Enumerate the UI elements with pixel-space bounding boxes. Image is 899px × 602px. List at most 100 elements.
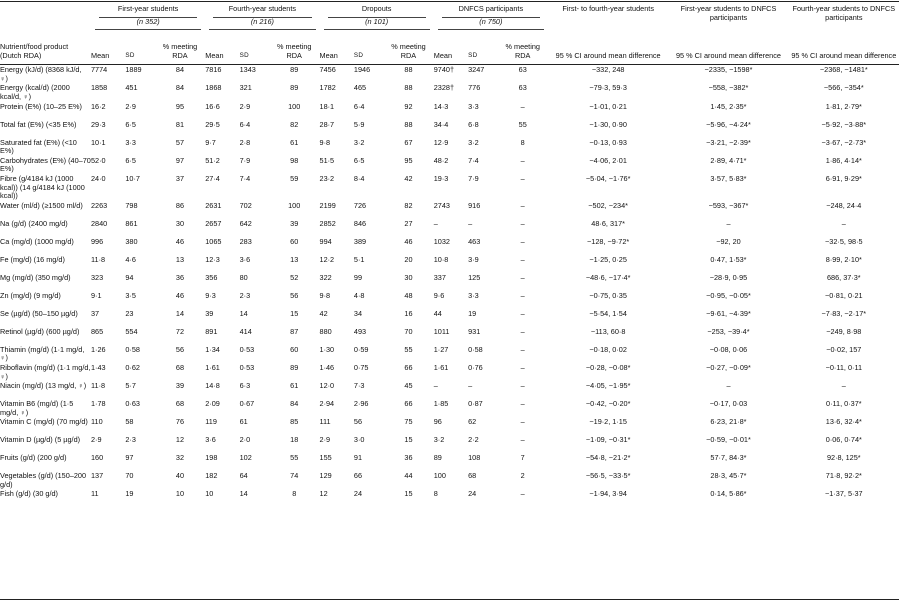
sd-cell: 62 (468, 417, 477, 427)
mean-cell: 29·3 (91, 119, 106, 129)
mean-cell: 1·61 (433, 362, 449, 372)
mean-cell: 137 (91, 471, 104, 481)
pct-cell: – (520, 362, 525, 372)
ci-cell: −253, −39·4* (707, 326, 750, 336)
ci-cell: 0·06, 0·74* (825, 435, 862, 445)
ci-cell: −9·61, −4·39* (706, 308, 751, 318)
ci-cell: 1·81, 2·79* (825, 101, 862, 111)
mean-cell: 2·09 (205, 399, 220, 409)
sd-cell: 0·87 (468, 399, 483, 409)
pct-cell: 10 (175, 489, 185, 499)
sd-cell: 19 (468, 308, 477, 318)
mean-cell: 1065 (205, 236, 222, 246)
table-row: Se (µg/d) (50–150 µg/d) 37 23 14 39 14 15 42 34 1… (0, 309, 899, 327)
pct-cell: 46 (404, 236, 413, 246)
sd-cell: 0·67 (239, 399, 255, 409)
mean-cell: 1868 (205, 83, 222, 93)
ci-cell: −0·17, 0·03 (709, 399, 748, 409)
mean-cell: 3·2 (433, 435, 445, 445)
row-label: Protein (E%) (10–25 E%) (0, 101, 82, 111)
mean-cell: 1·43 (91, 362, 106, 372)
sd-cell: 7·9 (468, 173, 479, 183)
pct-cell: 66 (404, 362, 413, 372)
mean-cell: 160 (91, 453, 104, 463)
sd-cell: 321 (239, 83, 252, 93)
mean-cell: 24·0 (91, 173, 106, 183)
mean-cell: 42 (319, 308, 328, 318)
table-row: Ca (mg/d) (1000 mg/d) 996 380 46 1065 283 60 99… (0, 237, 899, 255)
sd-cell: – (468, 381, 473, 391)
sd-heading: SD (125, 51, 135, 59)
mean-cell: 880 (319, 326, 332, 336)
sd-cell: 389 (353, 236, 367, 246)
row-label: Vegetables (g/d) (150–200 g/d) (0, 471, 87, 489)
pct-cell: 39 (290, 218, 299, 228)
ci-cell: −1·94, 3·94 (589, 489, 627, 499)
pct-cell: 95 (404, 155, 413, 165)
ci-cell: 13·6, 32·4* (825, 417, 862, 427)
mean-cell: 51·2 (205, 155, 220, 165)
ci-cell: – (841, 381, 846, 391)
row-label: Water (ml/d) (≥1500 ml/d) (0, 200, 83, 210)
mean-cell: – (433, 218, 438, 228)
pct-cell: 97 (175, 155, 185, 165)
item-heading: Nutrient/food product (Dutch RDA) (0, 42, 69, 60)
mean-cell: 29·5 (205, 119, 220, 129)
pct-cell: 68 (175, 399, 185, 409)
table-row: Niacin (mg/d) (13 mg/d, ♀) 11·8 5·7 39 14·8 6… (0, 381, 899, 399)
pct-heading: % meeting RDA (505, 42, 540, 60)
mean-cell: 182 (205, 471, 218, 481)
sd-cell: 3·5 (125, 290, 136, 300)
sd-cell: 6·3 (239, 381, 251, 391)
ci-cell: −1·25, 0·25 (589, 254, 627, 264)
ci-cell: −2335, −1598* (704, 65, 753, 75)
ci-cell: 6·91, 9·29* (825, 173, 862, 183)
row-label: Vitamin B6 (mg/d) (1·5 mg/d, ♀) (0, 399, 74, 417)
mean-cell: 28·7 (319, 119, 335, 129)
mean-cell: 1·26 (91, 344, 106, 354)
pct-cell: 66 (404, 399, 413, 409)
mean-cell: 1·78 (91, 399, 106, 409)
sd-cell: 3·6 (239, 254, 251, 264)
table-row: Fruits (g/d) (200 g/d) 160 97 32 198 102 55 155… (0, 453, 899, 471)
sd-cell: 451 (125, 83, 138, 93)
pct-cell: 72 (175, 326, 185, 336)
sd-cell: 7·9 (239, 155, 251, 165)
ci-cell: −92, 20 (716, 236, 741, 246)
pct-cell: 56 (175, 344, 185, 354)
ci-cell: −113, 60·8 (590, 326, 626, 336)
table-row: Saturated fat (E%) (<10 E%) 10·1 3·3 57 9·7 2… (0, 138, 899, 156)
sd-cell: 2·96 (353, 399, 369, 409)
mean-heading: Mean (205, 50, 224, 60)
sd-cell: 4·8 (353, 290, 365, 300)
pct-cell: 15 (404, 489, 413, 499)
sd-cell: 3·2 (468, 137, 479, 147)
pct-cell: 48 (404, 290, 413, 300)
nutrient-intake-table: First-year students (n 352) Fourth-year … (0, 2, 899, 507)
sd-cell: 2·0 (239, 435, 251, 445)
pct-cell: 88 (404, 119, 413, 129)
mean-cell: 16·6 (205, 101, 220, 111)
ci-cell: −4·05, −1·95* (585, 381, 631, 391)
sd-cell: 5·1 (353, 254, 365, 264)
ci-cell: 3·57, 5·83* (710, 173, 747, 183)
pct-heading: % meeting RDA (162, 42, 198, 60)
mean-cell: 2328† (433, 83, 455, 93)
pct-cell: 46 (175, 236, 185, 246)
pct-cell: – (520, 381, 525, 391)
sd-cell: 798 (125, 200, 138, 210)
sd-cell: 1946 (353, 65, 371, 75)
mean-cell: 3·6 (205, 435, 216, 445)
mean-cell: 9·8 (319, 290, 331, 300)
sd-cell: 97 (125, 453, 134, 463)
table-row: Riboflavin (mg/d) (1·1 mg/d, ♀) 1·43 0·62 6… (0, 363, 899, 381)
ci-cell: −0·75, 0·35 (589, 290, 627, 300)
sd-cell: 861 (125, 218, 138, 228)
row-label: Retinol (µg/d) (600 µg/d) (0, 326, 80, 336)
pct-cell: – (520, 326, 525, 336)
ci-cell: −32·5, 98·5 (825, 236, 863, 246)
sd-cell: 61 (239, 417, 248, 427)
mean-cell: 996 (91, 236, 104, 246)
pct-cell: 87 (290, 326, 299, 336)
